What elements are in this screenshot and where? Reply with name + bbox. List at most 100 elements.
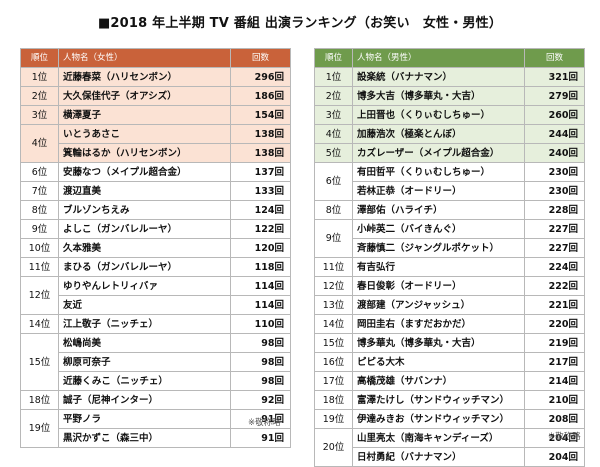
rank-cell: 3位 xyxy=(20,105,59,125)
rank-cell: 6位 xyxy=(20,162,59,182)
table-row: 18位 富澤たけし（サンドウィッチマン） 210回 xyxy=(314,390,585,410)
name-cell: 高橋茂雄（サバンナ） xyxy=(352,371,525,391)
name-cell: 箕輪はるか（ハリセンボン） xyxy=(58,143,231,163)
table-row: 15位 松嶋尚美 98回 xyxy=(20,333,291,391)
table-row: 12位 ゆりやんレトリィバァ 114回 xyxy=(20,276,291,315)
table-row: 9位 よしこ（ガンバレルーヤ） 122回 xyxy=(20,219,291,239)
table-row: 柳原可奈子 98回 xyxy=(21,352,291,372)
table-row: 黒沢かずこ（森三中） 91回 xyxy=(21,428,291,448)
name-cell: 有田哲平（くりぃむしちゅー） xyxy=(352,162,525,182)
table-row: 2位 博多大吉（博多華丸・大吉） 279回 xyxy=(314,86,585,106)
name-cell: 斉藤慎二（ジャングルポケット） xyxy=(352,238,525,258)
rank-cell: 1位 xyxy=(314,67,353,87)
count-cell: 279回 xyxy=(524,86,585,106)
name-cell: 松嶋尚美 xyxy=(58,333,231,353)
count-cell: 98回 xyxy=(230,371,291,391)
rank-cell: 11位 xyxy=(314,257,353,277)
name-column-header: 人物名（男性） xyxy=(352,48,525,68)
count-cell: 138回 xyxy=(230,124,291,144)
count-cell: 186回 xyxy=(230,86,291,106)
count-cell: 228回 xyxy=(524,200,585,220)
name-cell: 誠子（尼神インター） xyxy=(58,390,231,410)
table-row: 17位 高橋茂雄（サバンナ） 214回 xyxy=(314,371,585,391)
name-cell: 黒沢かずこ（森三中） xyxy=(58,428,231,448)
rank-cell: 19位 xyxy=(314,409,353,429)
rank-cell: 1位 xyxy=(20,67,59,87)
count-cell: 296回 xyxy=(230,67,291,87)
rank-cell: 9位 xyxy=(20,219,59,239)
table-row: 13位 渡部建（アンジャッシュ） 221回 xyxy=(314,295,585,315)
name-cell: 友近 xyxy=(58,295,231,315)
table-row: 1位 近藤春菜（ハリセンボン） 296回 xyxy=(20,67,291,87)
count-cell: 138回 xyxy=(230,143,291,163)
name-cell: 柳原可奈子 xyxy=(58,352,231,372)
table-row: 3位 上田晋也（くりぃむしちゅー） 260回 xyxy=(314,105,585,125)
rank-cell: 14位 xyxy=(20,314,59,334)
rank-cell: 3位 xyxy=(314,105,353,125)
name-cell: まひる（ガンバレルーヤ） xyxy=(58,257,231,277)
count-cell: 110回 xyxy=(230,314,291,334)
table-row: 20位 山里亮太（南海キャンディーズ） 204回 xyxy=(314,428,585,467)
table-row: 18位 誠子（尼神インター） 92回 xyxy=(20,390,291,410)
name-cell: カズレーザー（メイプル超合金） xyxy=(352,143,525,163)
rank-cell: 15位 xyxy=(314,333,353,353)
female-ranking-panel: 順位 人物名（女性） 回数 1位 近藤春菜（ハリセンボン） 296回 2位 大久保佳代子… xyxy=(20,48,291,448)
name-cell: 加藤浩次（極楽とんぼ） xyxy=(352,124,525,144)
male-ranking-table: 順位 人物名（男性） 回数 1位 設楽統（バナナマン） 321回 2位 博多大吉（博多華… xyxy=(314,48,585,467)
count-cell: 98回 xyxy=(230,333,291,353)
count-cell: 219回 xyxy=(524,333,585,353)
female-ranking-table: 順位 人物名（女性） 回数 1位 近藤春菜（ハリセンボン） 296回 2位 大久保佳代子… xyxy=(20,48,291,448)
rank-cell: 14位 xyxy=(314,314,353,334)
name-cell: 近藤春菜（ハリセンボン） xyxy=(58,67,231,87)
rank-cell: 10位 xyxy=(20,238,59,258)
rank-cell: 9位 xyxy=(314,219,353,258)
count-cell: 230回 xyxy=(524,181,585,201)
count-column-header: 回数 xyxy=(230,48,291,68)
count-cell: 208回 xyxy=(524,409,585,429)
female-table-body: 1位 近藤春菜（ハリセンボン） 296回 2位 大久保佳代子（オアシズ） 186回 3位 横澤… xyxy=(20,67,291,448)
table-row: 5位 カズレーザー（メイプル超合金） 240回 xyxy=(314,143,585,163)
name-cell: ピピる大木 xyxy=(352,352,525,372)
count-cell: 244回 xyxy=(524,124,585,144)
name-cell: 伊達みきお（サンドウィッチマン） xyxy=(352,409,525,429)
name-cell: 富澤たけし（サンドウィッチマン） xyxy=(352,390,525,410)
rank-column-header: 順位 xyxy=(314,48,353,68)
name-cell: 澤部佑（ハライチ） xyxy=(352,200,525,220)
rank-cell: 8位 xyxy=(20,200,59,220)
rank-cell: 17位 xyxy=(314,371,353,391)
rank-cell: 18位 xyxy=(20,390,59,410)
male-table-body: 1位 設楽統（バナナマン） 321回 2位 博多大吉（博多華丸・大吉） 279回 3位 上田晋… xyxy=(314,67,585,467)
table-row: 8位 ブルゾンちえみ 124回 xyxy=(20,200,291,220)
male-table-header: 順位 人物名（男性） 回数 xyxy=(314,48,585,68)
female-note: ※敬称略 xyxy=(248,418,281,428)
count-cell: 98回 xyxy=(230,352,291,372)
count-cell: 221回 xyxy=(524,295,585,315)
name-cell: 設楽統（バナナマン） xyxy=(352,67,525,87)
female-table-header: 順位 人物名（女性） 回数 xyxy=(20,48,291,68)
count-cell: 224回 xyxy=(524,257,585,277)
rank-cell: 12位 xyxy=(20,276,59,315)
table-row: 14位 江上敬子（ニッチェ） 110回 xyxy=(20,314,291,334)
name-cell: いとうあさこ xyxy=(58,124,231,144)
count-cell: 133回 xyxy=(230,181,291,201)
name-cell: 渡部建（アンジャッシュ） xyxy=(352,295,525,315)
name-cell: 江上敬子（ニッチェ） xyxy=(58,314,231,334)
table-row: 若林正恭（オードリー） 230回 xyxy=(315,181,585,201)
table-row: 9位 小峠英二（バイきんぐ） 227回 xyxy=(314,219,585,258)
name-cell: 久本雅美 xyxy=(58,238,231,258)
table-row: 19位 伊達みきお（サンドウィッチマン） 208回 xyxy=(314,409,585,429)
count-cell: 92回 xyxy=(230,390,291,410)
rank-cell: 19位 xyxy=(20,409,59,448)
count-cell: 217回 xyxy=(524,352,585,372)
rank-cell: 15位 xyxy=(20,333,59,391)
rank-column-header: 順位 xyxy=(20,48,59,68)
count-cell: 118回 xyxy=(230,257,291,277)
page-title: ■2018 年上半期 TV 番組 出演ランキング（お笑い 女性・男性） xyxy=(97,16,503,31)
name-cell: 博多大吉（博多華丸・大吉） xyxy=(352,86,525,106)
rank-cell: 13位 xyxy=(314,295,353,315)
name-cell: 若林正恭（オードリー） xyxy=(352,181,525,201)
table-row: 1位 設楽統（バナナマン） 321回 xyxy=(314,67,585,87)
male-ranking-panel: 順位 人物名（男性） 回数 1位 設楽統（バナナマン） 321回 2位 博多大吉（博多華… xyxy=(314,48,585,467)
count-cell: 227回 xyxy=(524,238,585,258)
name-cell: 博多華丸（博多華丸・大吉） xyxy=(352,333,525,353)
